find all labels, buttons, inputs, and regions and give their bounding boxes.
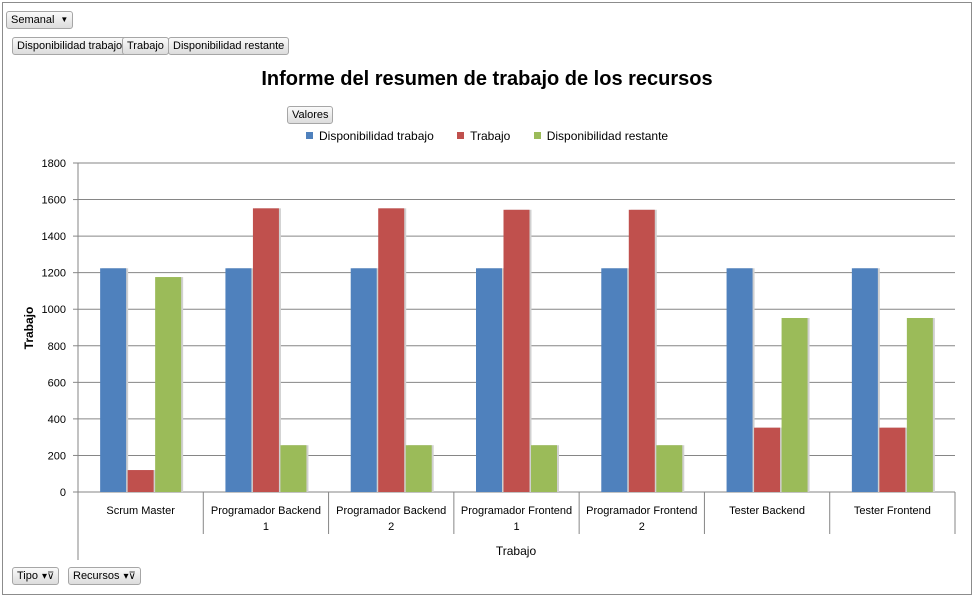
filter-icon: ▾⊽ bbox=[42, 571, 55, 582]
filter-icon: ▾⊽ bbox=[123, 571, 136, 582]
chart-title: Informe del resumen de trabajo de los re… bbox=[261, 68, 713, 90]
chart-legend: Disponibilidad trabajo Trabajo Disponibi… bbox=[306, 128, 688, 144]
legend-label: Disponibilidad restante bbox=[546, 128, 669, 143]
value-field-label: Trabajo bbox=[127, 40, 164, 52]
dropdown-arrow-icon: ▼ bbox=[60, 15, 69, 25]
value-field-button-3[interactable]: Disponibilidad restante bbox=[168, 37, 290, 55]
values-button-label: Valores bbox=[292, 109, 329, 121]
values-button[interactable]: Valores bbox=[287, 106, 334, 124]
legend-label: Trabajo bbox=[470, 128, 511, 143]
value-field-label: Disponibilidad trabajo bbox=[17, 40, 123, 52]
axis-field-button-tipo[interactable]: Tipo ▾⊽ bbox=[12, 567, 60, 585]
value-field-button-1[interactable]: Disponibilidad trabajo bbox=[12, 37, 128, 55]
legend-label: Disponibilidad trabajo bbox=[319, 128, 434, 143]
legend-swatch bbox=[533, 132, 541, 139]
axis-field-label: Recursos bbox=[73, 570, 120, 582]
axis-field-label: Tipo bbox=[17, 570, 38, 582]
axis-field-button-recursos[interactable]: Recursos ▾⊽ bbox=[68, 567, 141, 585]
value-field-label: Disponibilidad restante bbox=[173, 40, 285, 52]
legend-item-series-3: Disponibilidad restante bbox=[533, 128, 669, 143]
legend-swatch bbox=[457, 132, 465, 139]
value-field-button-2[interactable]: Trabajo bbox=[122, 37, 169, 55]
report-filter-label: Semanal bbox=[11, 14, 55, 26]
report-filter-dropdown[interactable]: Semanal ▼ bbox=[6, 11, 74, 29]
legend-item-series-1: Disponibilidad trabajo bbox=[306, 129, 434, 143]
legend-item-series-2: Trabajo bbox=[457, 129, 510, 143]
legend-swatch bbox=[306, 132, 313, 139]
